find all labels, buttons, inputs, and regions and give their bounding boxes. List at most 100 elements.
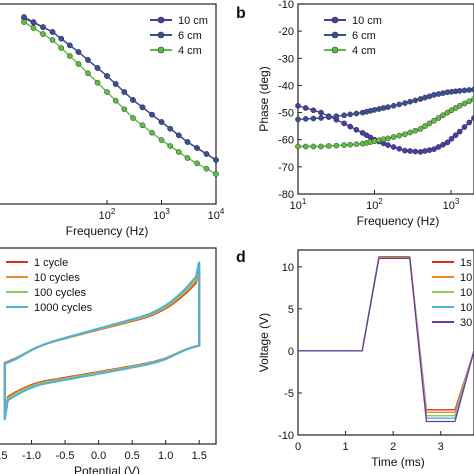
data-point bbox=[318, 109, 324, 116]
series-line bbox=[23, 21, 217, 175]
data-point bbox=[466, 98, 473, 105]
data-point bbox=[461, 87, 468, 94]
data-point bbox=[390, 144, 397, 150]
data-point bbox=[112, 97, 119, 104]
data-point bbox=[302, 105, 309, 111]
data-point bbox=[407, 148, 413, 154]
data-point bbox=[121, 89, 128, 95]
data-point bbox=[167, 143, 174, 149]
data-point bbox=[66, 42, 73, 49]
data-point bbox=[175, 149, 182, 155]
data-point bbox=[402, 147, 408, 154]
legend-label: 6 cm bbox=[178, 30, 202, 42]
legend-label: 1s bbox=[460, 257, 472, 269]
data-point bbox=[21, 19, 27, 25]
data-point bbox=[347, 123, 354, 130]
legend-label: 10 cm bbox=[178, 15, 208, 27]
data-point bbox=[435, 115, 442, 121]
y-tick-label: -80 bbox=[278, 189, 294, 201]
data-point bbox=[385, 104, 391, 110]
data-point bbox=[194, 160, 200, 167]
x-axis-label: Time (ms) bbox=[371, 455, 425, 469]
x-tick-label: 1 bbox=[343, 441, 349, 453]
data-point bbox=[444, 139, 451, 146]
data-point bbox=[49, 29, 56, 35]
data-point bbox=[58, 45, 65, 51]
data-point bbox=[85, 57, 91, 63]
data-point bbox=[21, 14, 27, 20]
y-tick-label: 0 bbox=[288, 346, 294, 358]
x-tick-label: 103 bbox=[443, 197, 460, 212]
panel-a: 102 103 104 Frequency (Hz) 10 cm 6 cm 4 cm bbox=[0, 3, 225, 238]
data-point bbox=[94, 79, 101, 86]
legend-label: 4 cm bbox=[178, 45, 202, 57]
x-tick-label: 0.5 bbox=[125, 450, 140, 462]
panel-d: 0 1 2 3 -10 -5 0 5 10 Time (ms) Voltage (V) 1s 10 10 1… bbox=[257, 249, 474, 469]
data-point bbox=[40, 24, 46, 30]
data-point bbox=[94, 65, 101, 71]
y-tick-label: -20 bbox=[278, 26, 294, 38]
legend-marker bbox=[157, 46, 165, 54]
x-tick-label: 0.0 bbox=[91, 450, 106, 462]
pulse-line bbox=[298, 256, 474, 417]
data-point bbox=[130, 115, 136, 121]
y-tick-label: -50 bbox=[278, 108, 294, 120]
data-point bbox=[385, 135, 391, 142]
legend-marker bbox=[331, 31, 339, 39]
data-point bbox=[426, 120, 433, 127]
data-point bbox=[295, 116, 301, 123]
data-point bbox=[310, 107, 317, 114]
panel-b: 101 102 103 -80 -70 -60 -50 -40 -30 -20 -10 Frequen… bbox=[257, 0, 474, 228]
data-point bbox=[112, 81, 119, 87]
data-point bbox=[353, 141, 360, 148]
data-point bbox=[310, 115, 317, 122]
legend-label: 4 cm bbox=[352, 45, 376, 57]
x-axis-label: Frequency (Hz) bbox=[66, 224, 149, 238]
legend-label: 6 cm bbox=[352, 30, 376, 42]
x-tick-label: 104 bbox=[208, 207, 225, 222]
legend-marker bbox=[157, 31, 165, 39]
data-point bbox=[104, 89, 110, 95]
pulse-line bbox=[298, 256, 474, 413]
data-point bbox=[333, 113, 340, 120]
legend-label: 1 cycle bbox=[34, 257, 68, 269]
data-point bbox=[130, 97, 136, 103]
y-tick-label: -40 bbox=[278, 80, 294, 92]
data-point bbox=[431, 117, 437, 124]
plot-frame bbox=[297, 3, 474, 195]
legend-marker bbox=[157, 16, 165, 24]
x-tick-label: 3 bbox=[438, 441, 444, 453]
x-tick-label: 1.0 bbox=[158, 450, 173, 462]
pulse-line bbox=[298, 256, 474, 411]
data-point bbox=[158, 119, 165, 125]
y-axis-label: Voltage (V) bbox=[257, 313, 271, 372]
y-tick-label: 5 bbox=[288, 304, 294, 316]
data-point bbox=[149, 129, 155, 136]
data-point bbox=[431, 146, 437, 153]
x-axis-label: Potential (V) bbox=[74, 464, 140, 474]
data-point bbox=[422, 123, 428, 129]
legend-label: 10 cycles bbox=[34, 272, 80, 284]
data-point bbox=[412, 127, 419, 134]
panel-letter-b: b bbox=[236, 5, 246, 22]
y-tick-label: -70 bbox=[278, 162, 294, 174]
data-point bbox=[407, 129, 413, 136]
data-point bbox=[75, 61, 82, 67]
data-point bbox=[58, 35, 65, 42]
series-line bbox=[23, 16, 217, 161]
panel-letter-d: d bbox=[236, 249, 246, 266]
data-point bbox=[390, 134, 397, 140]
data-point bbox=[213, 171, 219, 177]
data-point bbox=[461, 100, 468, 107]
data-point bbox=[353, 126, 360, 133]
data-point bbox=[30, 25, 37, 31]
data-point bbox=[66, 53, 73, 59]
data-point bbox=[194, 145, 200, 151]
x-tick-label: 2 bbox=[390, 441, 396, 453]
legend-label: 1000 cycles bbox=[34, 302, 93, 314]
data-point bbox=[203, 151, 210, 157]
pulse-line bbox=[298, 257, 474, 423]
data-point bbox=[302, 116, 309, 122]
y-tick-label: -30 bbox=[278, 53, 294, 65]
data-point bbox=[302, 143, 309, 150]
